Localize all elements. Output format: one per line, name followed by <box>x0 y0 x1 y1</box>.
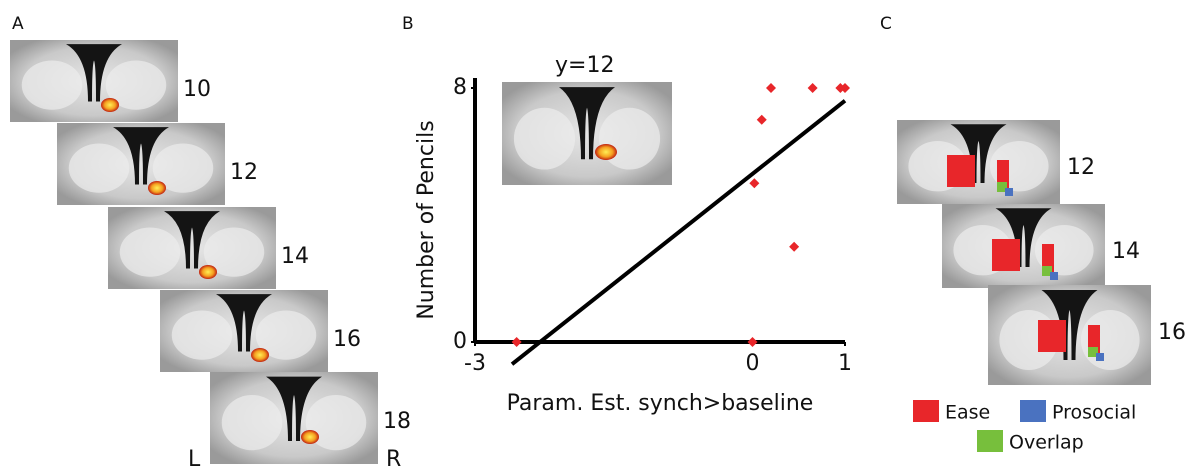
white-matter <box>513 107 576 170</box>
white-matter <box>203 227 265 277</box>
legend-swatch <box>913 400 939 422</box>
ventricle <box>66 44 122 102</box>
point <box>807 83 818 93</box>
white-matter <box>152 143 214 193</box>
white-matter <box>21 60 83 110</box>
brain-slice <box>57 123 225 205</box>
legend-swatch <box>977 430 1003 452</box>
slice-number: 16 <box>333 327 361 352</box>
x-tick-label: -3 <box>464 351 486 376</box>
point <box>789 241 800 252</box>
slice-number: 14 <box>1112 239 1140 264</box>
side-label: L <box>188 447 201 472</box>
brain-slice <box>160 290 328 372</box>
white-matter <box>119 227 181 277</box>
activation <box>199 265 217 279</box>
point <box>840 83 850 93</box>
y-tick-label: 8 <box>453 75 467 100</box>
point <box>749 178 760 189</box>
y-axis-title: Number of Pencils <box>414 120 439 319</box>
point <box>747 337 758 347</box>
brain-slice <box>108 207 276 289</box>
brain-slice <box>210 372 378 464</box>
ventricle <box>559 87 615 160</box>
ventricle <box>113 127 169 185</box>
activation <box>1042 266 1052 276</box>
brain-slice <box>502 82 672 185</box>
x-axis-title: Param. Est. synch>baseline <box>507 391 814 416</box>
activation <box>251 348 269 362</box>
slice-number: 18 <box>383 409 411 434</box>
activation <box>997 160 1009 188</box>
white-matter <box>255 310 317 360</box>
activation <box>1088 325 1100 353</box>
activation <box>992 239 1020 271</box>
slice-number: 14 <box>281 244 309 269</box>
point <box>511 337 522 347</box>
ventricle <box>950 124 1007 183</box>
y-tick-label: 0 <box>453 329 467 354</box>
white-matter <box>68 143 130 193</box>
slice-number: 10 <box>183 77 211 102</box>
white-matter <box>305 395 367 451</box>
ventricle <box>216 294 272 352</box>
x-tick-label: 0 <box>746 351 760 376</box>
activation <box>1005 188 1013 196</box>
fit-line <box>510 99 847 366</box>
brain-slice <box>10 40 178 122</box>
activation <box>1038 320 1066 352</box>
legend-swatch <box>1020 400 1046 422</box>
activation <box>997 182 1007 192</box>
legend-label: Overlap <box>1009 432 1084 454</box>
brain-slice <box>988 285 1151 385</box>
brain-slice <box>897 120 1060 204</box>
panel-label: C <box>880 14 892 34</box>
side-label: R <box>386 447 401 472</box>
white-matter <box>221 395 283 451</box>
slice-number: 16 <box>1158 320 1186 345</box>
white-matter <box>598 107 661 170</box>
ventricle <box>1041 290 1098 360</box>
slice-number: 12 <box>1067 155 1095 180</box>
white-matter <box>171 310 233 360</box>
white-matter <box>105 60 167 110</box>
activation <box>101 98 119 112</box>
brain-slice <box>942 204 1105 288</box>
activation <box>595 144 617 160</box>
ventricle <box>164 211 220 269</box>
activation <box>1042 244 1054 272</box>
point <box>756 114 767 125</box>
legend-label: Ease <box>945 402 990 424</box>
activation <box>1088 347 1098 357</box>
legend-label: Prosocial <box>1052 402 1136 424</box>
panel-label: A <box>12 14 24 34</box>
inset-label: y=12 <box>555 53 614 78</box>
x-tick-label: 1 <box>838 351 852 376</box>
ventricle <box>995 208 1052 267</box>
slice-number: 12 <box>230 160 258 185</box>
point <box>766 83 776 93</box>
activation <box>1050 272 1058 280</box>
panel-label: B <box>402 14 414 34</box>
activation <box>947 155 975 187</box>
ventricle <box>266 376 322 441</box>
activation <box>148 181 166 195</box>
activation <box>301 430 319 444</box>
activation <box>1096 353 1104 361</box>
